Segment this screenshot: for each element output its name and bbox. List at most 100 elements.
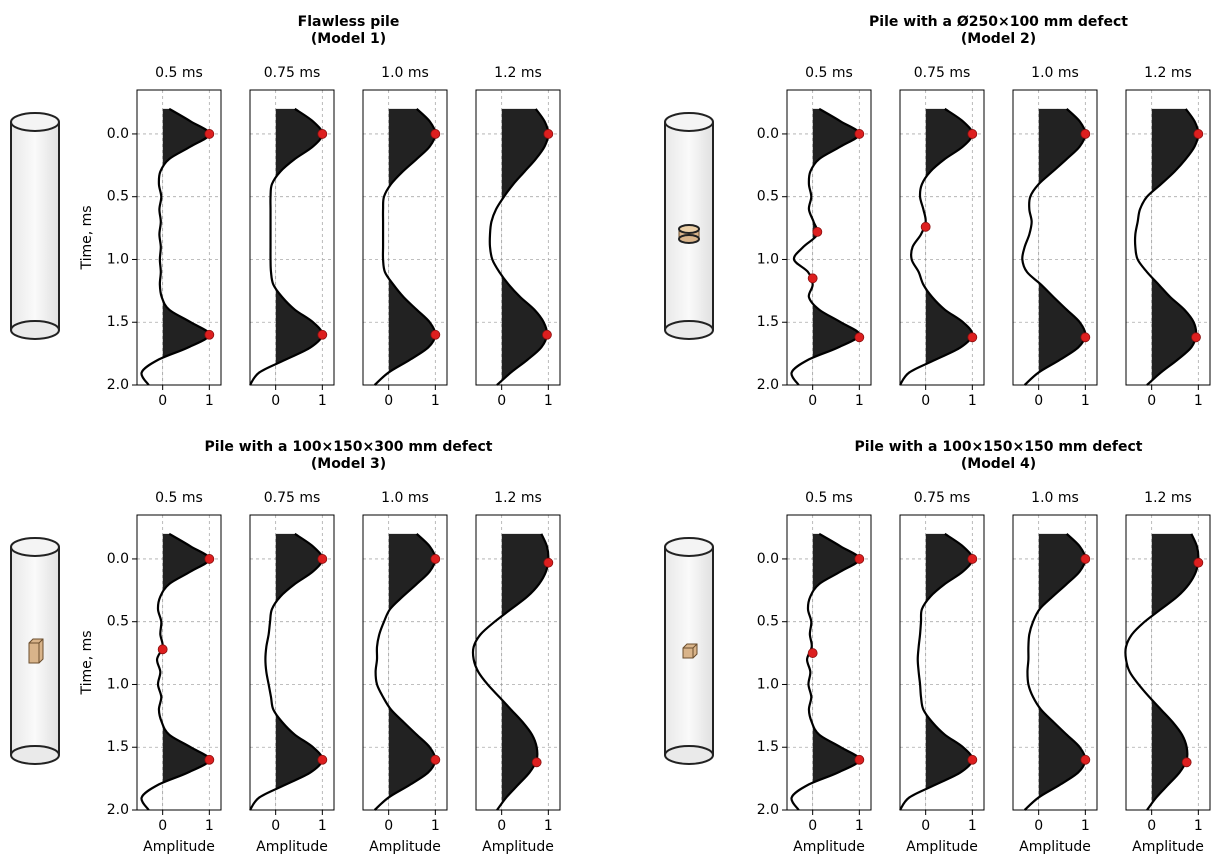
panel-title: 0.75 ms xyxy=(914,490,971,506)
peak-marker xyxy=(317,329,328,340)
panel-title: 0.75 ms xyxy=(914,65,971,81)
peak-marker xyxy=(542,329,552,340)
peak-marker xyxy=(1080,129,1091,139)
y-tick-label: 0.0 xyxy=(107,551,129,567)
y-axis-label: Time, ms xyxy=(79,205,95,270)
trace-fill xyxy=(812,533,860,810)
peak-marker xyxy=(317,129,328,139)
panel-title: 1.0 ms xyxy=(381,490,429,506)
y-tick-label: 1.0 xyxy=(107,251,129,267)
peak-marker xyxy=(430,129,441,139)
x-tick-label: 0 xyxy=(921,818,930,834)
peak-marker xyxy=(967,129,978,139)
y-tick-label: 0.0 xyxy=(757,551,779,567)
x-axis-label: Amplitude xyxy=(482,839,554,855)
x-tick-label: 0 xyxy=(158,393,167,409)
peak-marker xyxy=(854,754,865,765)
x-tick-label: 1 xyxy=(968,818,977,834)
y-tick-label: 1.0 xyxy=(107,676,129,692)
peak-marker xyxy=(967,754,978,765)
peak-marker xyxy=(967,332,978,343)
peak-marker xyxy=(1191,332,1201,343)
x-tick-label: 0 xyxy=(384,818,393,834)
trace-fill xyxy=(501,108,549,385)
group-subtitle: (Model 3) xyxy=(311,456,386,472)
panel-title: 0.5 ms xyxy=(155,490,203,506)
peak-marker xyxy=(967,554,978,564)
x-tick-label: 1 xyxy=(318,393,327,409)
peak-marker xyxy=(1193,129,1204,139)
peak-marker xyxy=(807,648,818,658)
trace-fill xyxy=(275,533,323,810)
peak-marker xyxy=(157,644,168,655)
x-tick-label: 1 xyxy=(544,393,553,409)
panel-frame xyxy=(1125,89,1211,386)
x-tick-label: 1 xyxy=(1194,818,1203,834)
pile-icon xyxy=(664,112,714,340)
panel-title: 1.0 ms xyxy=(1031,490,1079,506)
peak-marker xyxy=(854,129,865,139)
x-tick-label: 1 xyxy=(544,818,553,834)
panel-frame xyxy=(136,514,222,811)
peak-marker xyxy=(204,554,215,564)
x-tick-label: 0 xyxy=(1034,393,1043,409)
panel-frame xyxy=(475,514,561,811)
panel-frame xyxy=(362,514,448,811)
peak-marker xyxy=(204,329,215,340)
peak-marker xyxy=(812,226,823,237)
trace-fill xyxy=(501,533,549,810)
trace-fill xyxy=(162,108,210,385)
peak-marker xyxy=(1181,757,1192,768)
x-tick-label: 1 xyxy=(318,818,327,834)
x-tick-label: 1 xyxy=(431,818,440,834)
y-tick-label: 1.5 xyxy=(107,739,129,755)
x-tick-label: 1 xyxy=(1194,393,1203,409)
trace-fill xyxy=(925,533,973,810)
peak-marker xyxy=(854,554,865,564)
y-tick-label: 0.0 xyxy=(107,126,129,142)
panel-frame xyxy=(1012,514,1098,811)
panel-frame xyxy=(475,89,561,386)
panel-frame xyxy=(786,514,872,811)
x-tick-label: 1 xyxy=(968,393,977,409)
x-tick-label: 0 xyxy=(1147,393,1156,409)
peak-marker xyxy=(920,221,931,232)
group-subtitle: (Model 2) xyxy=(961,31,1036,47)
peak-marker xyxy=(854,332,865,343)
y-tick-label: 0.5 xyxy=(107,189,129,205)
y-tick-label: 2.0 xyxy=(107,377,129,393)
panel-frame xyxy=(1125,514,1211,811)
x-tick-label: 0 xyxy=(271,818,280,834)
panel-frame xyxy=(249,514,335,811)
peak-marker xyxy=(543,557,554,568)
x-tick-label: 1 xyxy=(855,393,864,409)
y-tick-label: 0.5 xyxy=(757,614,779,630)
group-title: Flawless pile xyxy=(298,14,400,30)
peak-marker xyxy=(204,129,215,139)
x-tick-label: 1 xyxy=(205,818,214,834)
pile-icon xyxy=(10,112,60,340)
panel-title: 1.2 ms xyxy=(494,65,542,81)
panel-frame xyxy=(899,514,985,811)
peak-marker xyxy=(807,273,818,284)
trace-fill xyxy=(1151,108,1199,385)
peak-marker xyxy=(1193,557,1204,568)
y-tick-label: 1.5 xyxy=(757,314,779,330)
y-tick-label: 1.0 xyxy=(757,251,779,267)
group-title: Pile with a Ø250×100 mm defect xyxy=(869,14,1128,30)
trace-fill xyxy=(1151,533,1199,810)
pile-icon xyxy=(10,537,60,765)
x-axis-label: Amplitude xyxy=(143,839,215,855)
x-axis-label: Amplitude xyxy=(369,839,441,855)
panel-title: 0.75 ms xyxy=(264,65,321,81)
group-title: Pile with a 100×150×150 mm defect xyxy=(855,439,1143,455)
x-axis-label: Amplitude xyxy=(1132,839,1204,855)
x-axis-label: Amplitude xyxy=(793,839,865,855)
panel-frame xyxy=(786,89,872,386)
panel-frame xyxy=(1012,89,1098,386)
panel-title: 0.5 ms xyxy=(805,65,853,81)
group-subtitle: (Model 4) xyxy=(961,456,1036,472)
x-axis-label: Amplitude xyxy=(256,839,328,855)
peak-marker xyxy=(317,554,328,564)
x-tick-label: 0 xyxy=(808,393,817,409)
